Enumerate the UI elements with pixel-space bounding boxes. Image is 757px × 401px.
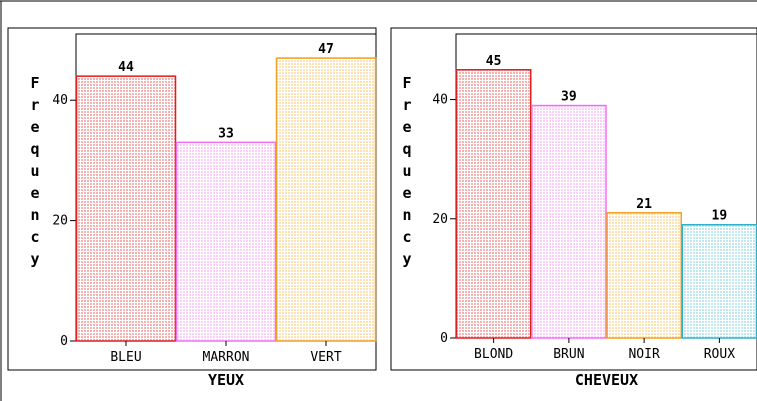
bar-roux: [681, 223, 757, 339]
category-label: NOIR: [628, 347, 659, 362]
bar-bleu: [75, 75, 177, 342]
bar-blond: [455, 69, 532, 339]
chart-panel-1: 0 20 40 44 BLEU 33 MARRON 47 VERT YEUX F r e q u e n c y: [7, 27, 377, 389]
x-axis-title: YEUX: [208, 371, 244, 389]
y-tick-label: 0: [440, 331, 448, 346]
category-label: BLOND: [474, 347, 513, 362]
category-label: MARRON: [203, 350, 250, 365]
category-label: BRUN: [553, 347, 584, 362]
bar-vert: [275, 57, 377, 342]
value-label: 39: [561, 90, 577, 105]
chart-frame: [390, 27, 757, 371]
x-axis-title: CHEVEUX: [575, 371, 638, 389]
y-tick-label: 20: [432, 212, 448, 227]
category-label: VERT: [310, 350, 341, 365]
value-label: 47: [318, 42, 334, 57]
category-label: ROUX: [704, 347, 735, 362]
value-label: 19: [712, 209, 728, 224]
bar-noir: [606, 212, 682, 339]
value-label: 21: [636, 197, 652, 212]
value-label: 44: [118, 60, 134, 75]
bar-brun: [531, 104, 607, 339]
value-label: 45: [486, 54, 502, 69]
bar-marron: [175, 141, 277, 342]
y-tick-label: 40: [432, 93, 448, 108]
y-tick-label: 40: [52, 93, 68, 108]
category-label: BLEU: [110, 350, 141, 365]
chart-panel-2: 0 20 40 45 BLOND 39 BRUN 21 NOIR 19 ROUX CHEVEUX F r e…: [390, 27, 757, 389]
value-label: 33: [218, 126, 234, 141]
y-tick-label: 20: [52, 214, 68, 229]
y-tick-label: 0: [60, 334, 68, 349]
